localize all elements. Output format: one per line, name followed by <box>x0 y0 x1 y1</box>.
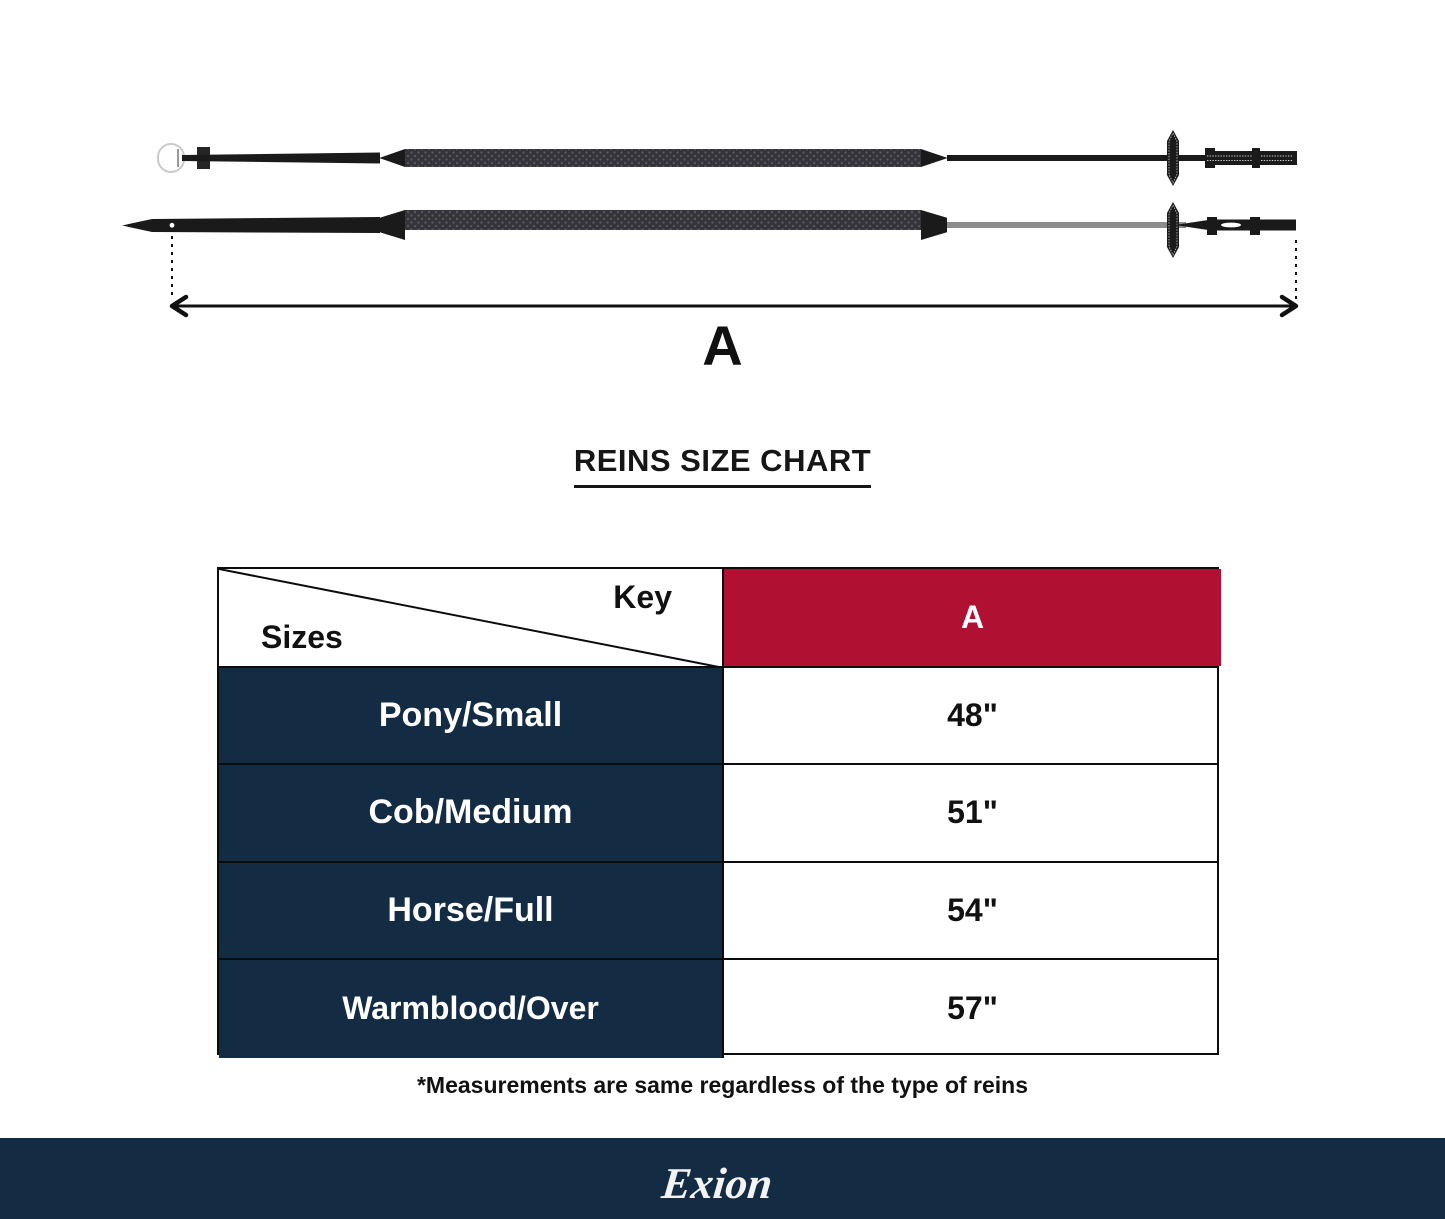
svg-text:Exion: Exion <box>659 1159 775 1208</box>
